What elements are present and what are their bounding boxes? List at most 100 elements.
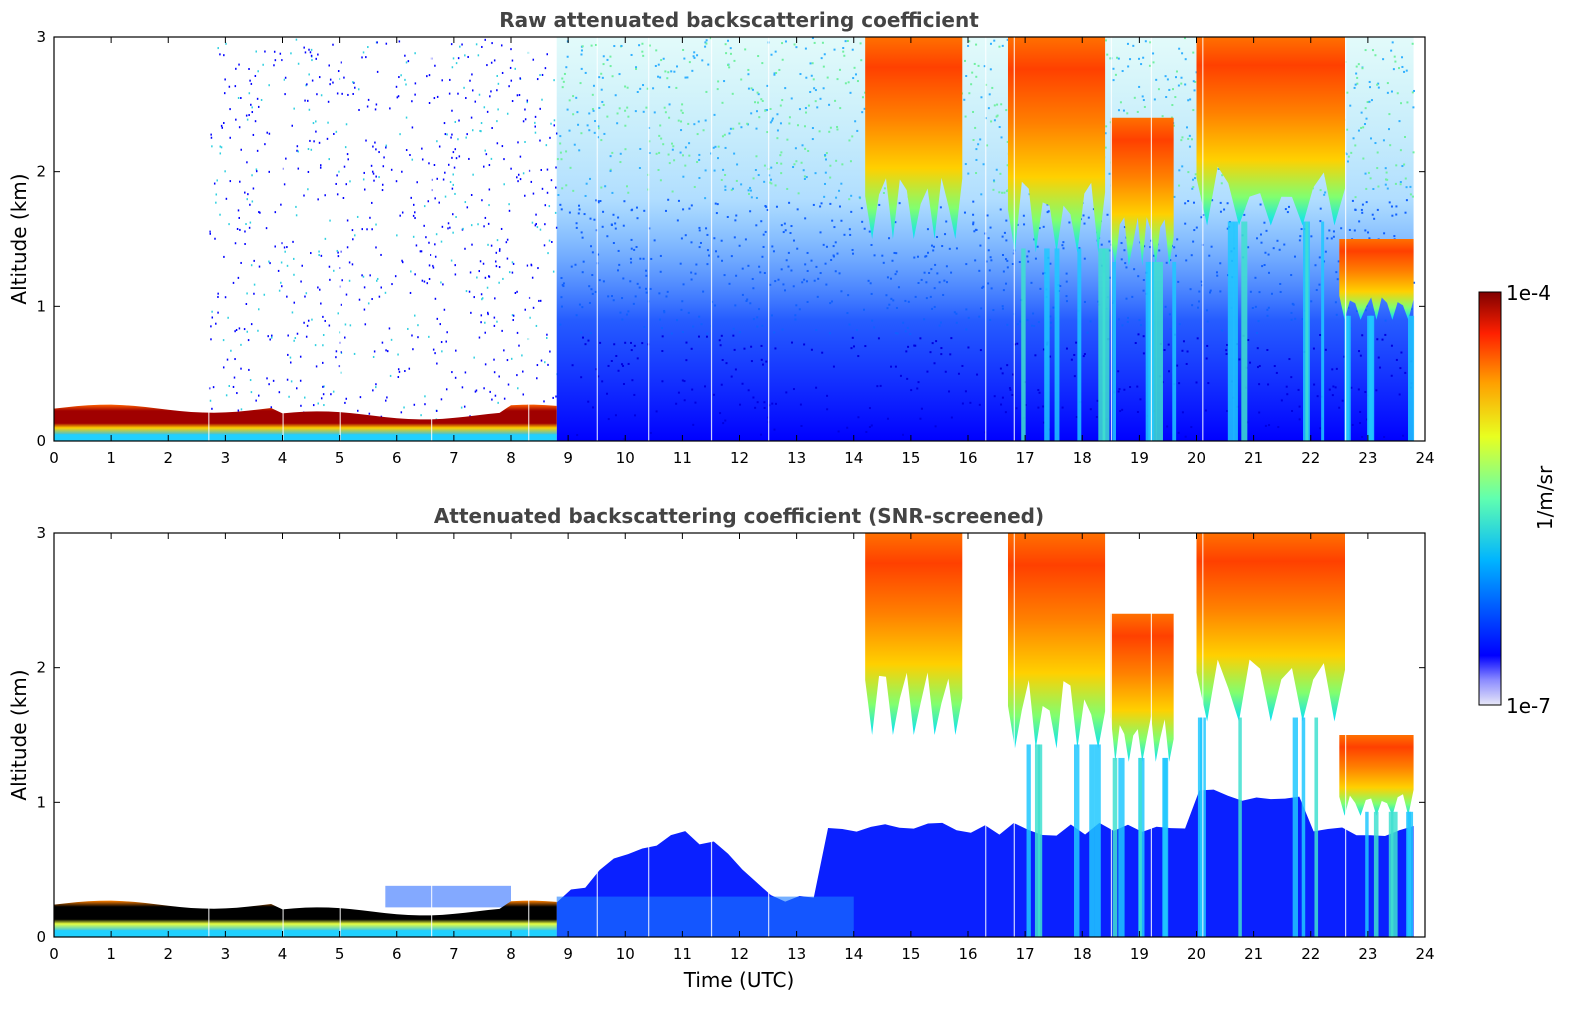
noise-speck <box>825 245 828 248</box>
noise-speck <box>931 342 934 345</box>
noise-speck <box>386 396 388 399</box>
noise-speck <box>1170 116 1173 119</box>
x-ticks: 0 1 2 3 4 5 6 7 8 9 10 11 12 13 14 15 16 17 18 19 20 21 22 23 24 <box>49 533 1435 963</box>
noise-speck <box>281 285 283 288</box>
noise-speck <box>475 43 478 46</box>
noise-speck <box>594 43 597 46</box>
noise-speck <box>367 46 369 49</box>
noise-speck <box>1134 342 1137 345</box>
noise-speck <box>743 347 746 350</box>
noise-speck <box>235 118 237 121</box>
noise-speck <box>830 300 833 303</box>
noise-speck <box>273 50 276 53</box>
noise-speck <box>671 148 674 151</box>
noise-speck <box>782 231 785 234</box>
noise-speck <box>225 394 228 397</box>
noise-speck <box>688 154 691 157</box>
noise-speck <box>212 386 215 389</box>
noise-speck <box>719 344 722 347</box>
noise-speck <box>484 321 486 324</box>
noise-speck <box>776 113 779 116</box>
noise-speck <box>1190 254 1193 257</box>
noise-speck <box>771 402 774 405</box>
noise-speck <box>366 228 368 231</box>
noise-speck <box>1132 44 1135 47</box>
noise-speck <box>591 251 594 254</box>
noise-speck <box>781 58 784 61</box>
noise-speck <box>324 319 326 322</box>
noise-speck <box>636 357 639 360</box>
noise-speck <box>294 337 297 340</box>
noise-speck <box>468 290 471 293</box>
noise-speck <box>868 407 871 410</box>
noise-speck <box>419 250 422 253</box>
noise-speck <box>671 190 674 193</box>
noise-speck <box>266 131 268 134</box>
noise-speck <box>478 93 481 96</box>
noise-speck <box>322 334 325 337</box>
noise-speck <box>237 209 240 212</box>
noise-speck <box>528 169 531 172</box>
noise-speck <box>304 99 306 102</box>
noise-speck <box>1300 228 1303 231</box>
noise-speck <box>980 307 983 310</box>
noise-speck <box>237 96 240 99</box>
noise-speck <box>541 98 543 101</box>
noise-speck <box>441 79 443 82</box>
noise-speck <box>1171 88 1174 91</box>
noise-speck <box>411 100 413 103</box>
noise-speck <box>1061 244 1064 247</box>
noise-speck <box>506 257 509 260</box>
noise-speck <box>373 350 376 353</box>
noise-speck <box>987 282 990 285</box>
noise-speck <box>682 283 685 286</box>
noise-speck <box>328 158 330 161</box>
noise-speck <box>802 169 805 172</box>
noise-speck <box>497 108 499 111</box>
noise-speck <box>1206 344 1209 347</box>
noise-speck <box>1167 343 1170 346</box>
noise-speck <box>955 312 958 315</box>
noise-speck <box>386 350 389 353</box>
noise-speck <box>831 219 834 222</box>
cloud-layer <box>1110 117 1174 266</box>
noise-speck <box>537 267 539 270</box>
noise-speck <box>300 404 302 407</box>
noise-speck <box>876 385 879 388</box>
noise-speck <box>1034 257 1037 260</box>
noise-speck <box>315 365 318 368</box>
noise-speck <box>676 219 679 222</box>
noise-speck <box>508 203 510 206</box>
noise-speck <box>723 133 726 136</box>
noise-speck <box>1215 271 1218 274</box>
noise-speck <box>495 265 498 268</box>
x-tick-label: 2 <box>163 945 173 963</box>
x-tick-label: 9 <box>563 449 573 467</box>
noise-speck <box>249 379 252 382</box>
noise-speck <box>696 133 699 136</box>
noise-speck <box>1376 151 1379 154</box>
noise-speck <box>1277 426 1280 429</box>
noise-speck <box>992 179 995 182</box>
noise-speck <box>363 286 366 289</box>
noise-speck <box>255 168 258 171</box>
noise-speck <box>1168 313 1171 316</box>
noise-speck <box>771 117 774 120</box>
noise-speck <box>414 82 417 85</box>
noise-speck <box>848 198 851 201</box>
noise-speck <box>840 290 843 293</box>
noise-speck <box>245 303 248 306</box>
noise-speck <box>609 55 612 58</box>
noise-speck <box>1177 280 1180 283</box>
noise-speck <box>539 228 542 231</box>
noise-speck <box>965 328 968 331</box>
noise-speck <box>1142 279 1145 282</box>
precip-streak <box>1305 221 1309 441</box>
noise-speck <box>920 278 923 281</box>
noise-speck <box>1394 182 1397 185</box>
noise-speck <box>487 222 490 225</box>
noise-speck <box>1337 260 1340 263</box>
data-gap <box>985 533 987 937</box>
noise-speck <box>1332 235 1335 238</box>
noise-speck <box>1256 237 1259 240</box>
